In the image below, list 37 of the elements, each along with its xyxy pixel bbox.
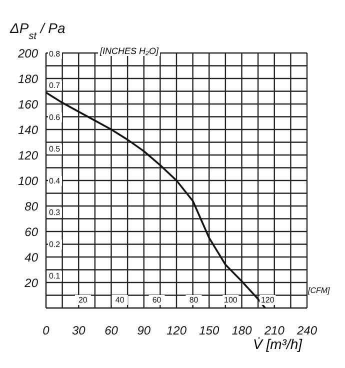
x2-tick-label: 80 xyxy=(189,296,199,304)
y-tick-label: 60 xyxy=(24,224,38,239)
y2-tick-label: 0.5 xyxy=(49,144,61,154)
y-tick-label: 100 xyxy=(18,174,38,188)
x-tick-label: 240 xyxy=(296,324,318,338)
y-tick-label: 140 xyxy=(18,122,38,137)
x-tick-label: 150 xyxy=(199,324,220,338)
x-axis-title: V̇ [m³/h] xyxy=(253,336,302,352)
x-tick-label: 90 xyxy=(137,324,151,338)
x2-tick-label: 60 xyxy=(152,296,162,304)
y2-axis-title: [INCHES H₂O] xyxy=(98,46,160,56)
y-tick-label: 160 xyxy=(18,97,38,112)
x2-axis-title: [CFM] xyxy=(308,286,330,295)
y2-tick-label: 0.3 xyxy=(49,208,61,218)
x-tick-label: 180 xyxy=(232,324,252,338)
y2-tick-label: 0.2 xyxy=(49,240,61,249)
x-tick-label: 120 xyxy=(166,324,187,338)
y2-tick-label: 0.4 xyxy=(49,176,61,186)
x2-tick-label: 20 xyxy=(78,296,88,304)
y-tick-label: 40 xyxy=(24,250,38,264)
x-tick-label: 210 xyxy=(263,324,285,338)
x2-tick-label: 120 xyxy=(260,296,275,304)
y-axis-title: ΔP$_{st}$ / Pa xyxy=(9,20,66,42)
x-tick-label: 60 xyxy=(104,324,118,338)
y-tick-label: 120 xyxy=(18,148,38,162)
x-tick-label: 30 xyxy=(72,324,86,338)
y-tick-label: 80 xyxy=(24,199,38,214)
y2-tick-label: 0.8 xyxy=(49,49,61,58)
y-tick-label: 20 xyxy=(24,276,38,290)
x-tick-label: 0 xyxy=(42,324,50,338)
y-tick-label: 180 xyxy=(18,72,38,86)
x2-tick-label: 40 xyxy=(115,296,125,304)
y2-tick-label: 0.7 xyxy=(49,81,61,90)
y2-tick-label: 0.1 xyxy=(49,272,61,281)
y-tick-label: 200 xyxy=(16,46,38,60)
y2-tick-label: 0.6 xyxy=(49,112,61,122)
x2-tick-label: 100 xyxy=(224,296,238,304)
